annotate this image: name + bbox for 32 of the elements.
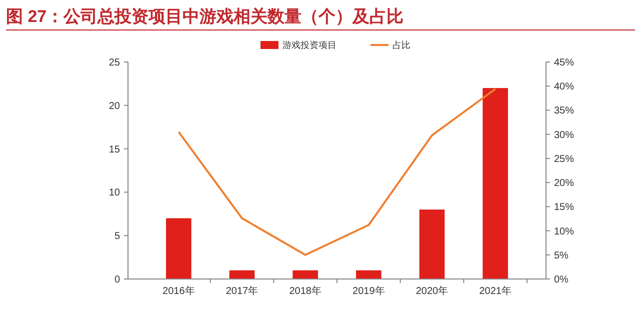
bar	[229, 270, 255, 279]
legend-label: 占比	[392, 40, 410, 50]
x-tick-label: 2018年	[289, 285, 322, 297]
x-tick-label: 2020年	[416, 285, 448, 297]
chart-title: 图 27：公司总投资项目中游戏相关数量（个）及占比	[6, 7, 404, 26]
bar	[482, 88, 508, 279]
y2-tick-label: 35%	[554, 106, 574, 117]
line-series	[178, 88, 496, 256]
y-tick-label: 15	[108, 144, 120, 156]
legend-label: 游戏投资项目	[282, 40, 336, 50]
y-tick-label: 25	[108, 58, 120, 68]
x-tick-label: 2016年	[162, 285, 195, 297]
y-tick-label: 5	[114, 231, 120, 242]
y2-tick-label: 5%	[554, 250, 569, 262]
y-tick-label: 10	[108, 188, 120, 199]
y2-tick-label: 20%	[554, 178, 574, 190]
bar	[166, 218, 192, 279]
bar	[419, 210, 445, 279]
y2-tick-label: 25%	[554, 154, 574, 165]
y2-tick-label: 30%	[554, 130, 574, 141]
y2-tick-label: 45%	[554, 58, 574, 68]
y2-tick-label: 10%	[554, 226, 574, 238]
y2-tick-label: 0%	[554, 274, 569, 286]
y2-tick-label: 15%	[554, 202, 574, 214]
bar	[356, 270, 382, 279]
bar	[292, 270, 318, 279]
x-tick-label: 2017年	[226, 285, 258, 297]
y-tick-label: 20	[108, 100, 120, 112]
y-tick-label: 0	[114, 274, 120, 286]
x-tick-label: 2021年	[479, 285, 512, 297]
x-tick-label: 2019年	[352, 285, 385, 297]
y2-tick-label: 40%	[554, 82, 574, 93]
